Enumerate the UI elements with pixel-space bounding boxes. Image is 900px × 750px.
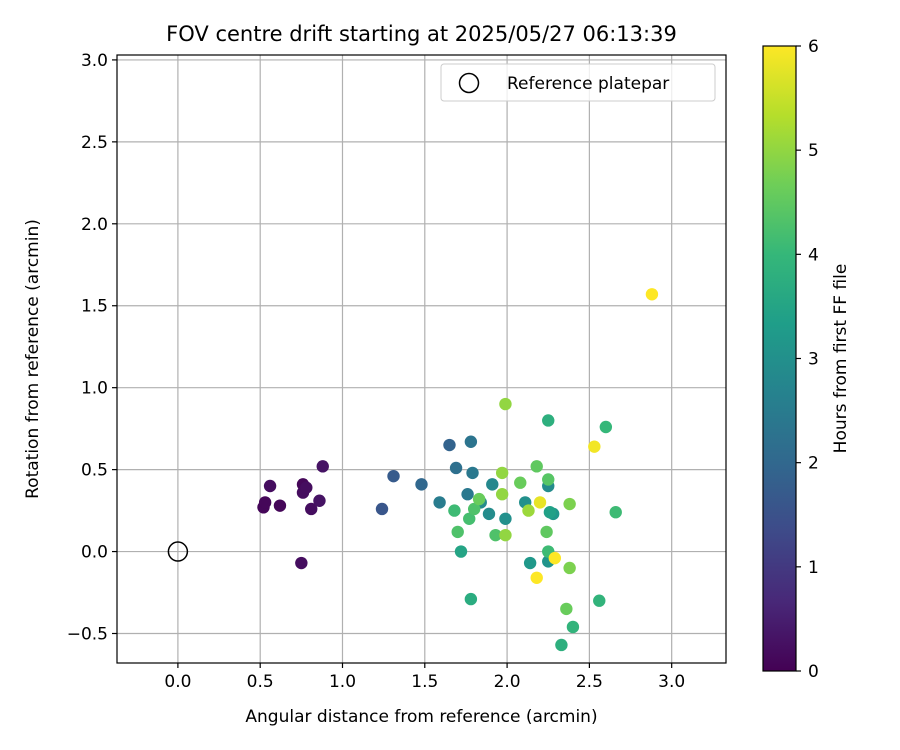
y-tick-label: 1.0: [81, 379, 108, 399]
data-point: [486, 478, 499, 491]
data-point: [472, 492, 486, 506]
data-point: [563, 497, 576, 511]
data-point: [540, 525, 553, 539]
legend: Reference platepar: [440, 63, 716, 102]
data-point: [588, 440, 601, 453]
y-tick-label: 0.0: [81, 543, 108, 563]
reference-layer: [167, 541, 189, 562]
data-point: [461, 488, 474, 501]
data-point: [530, 571, 543, 584]
colorbar-tick-label: 3: [808, 350, 819, 370]
y-tick-label: 3.0: [81, 51, 108, 71]
colorbar: [762, 45, 797, 672]
data-point: [273, 499, 287, 512]
data-point: [375, 502, 389, 516]
data-point: [533, 496, 547, 509]
x-tick-label: 1.0: [329, 672, 356, 692]
x-tick-label: 0.0: [164, 672, 191, 692]
data-point: [499, 512, 512, 525]
data-point: [645, 288, 659, 301]
colorbar-label: Hours from first FF file: [831, 264, 851, 454]
data-point: [454, 545, 468, 558]
data-point: [463, 512, 476, 525]
chart-title: FOV centre drift starting at 2025/05/27 …: [166, 22, 677, 46]
data-point: [466, 466, 479, 480]
data-point: [609, 506, 622, 519]
x-tick-label: 0.5: [247, 672, 274, 692]
plot-frame: [116, 54, 727, 664]
data-point: [555, 638, 568, 652]
x-axis-ticks: 0.0 0.5 1.0 1.5 2.0 2.5 3.0: [164, 663, 685, 692]
data-point: [499, 397, 512, 411]
colorbar-tick-label: 2: [808, 454, 819, 474]
data-point: [313, 494, 326, 507]
x-axis-label: Angular distance from reference (arcmin): [245, 707, 597, 727]
x-tick-label: 3.0: [658, 672, 685, 692]
data-point: [451, 525, 464, 539]
x-tick-label: 2.0: [494, 672, 521, 692]
legend-marker-circle: [458, 72, 480, 94]
colorbar-tick-label: 4: [808, 245, 819, 265]
data-point: [295, 556, 308, 570]
x-tick-label: 2.5: [576, 672, 603, 692]
colorbar-tick-label: 1: [808, 558, 819, 578]
data-point: [415, 478, 428, 491]
data-point: [563, 561, 576, 575]
y-axis-label: Rotation from reference (arcmin): [23, 219, 43, 499]
grid-lines: [117, 55, 726, 663]
data-point: [593, 594, 606, 607]
data-point: [387, 469, 400, 483]
x-tick-label: 1.5: [411, 672, 438, 692]
data-point: [482, 507, 496, 521]
y-tick-label: 2.5: [81, 133, 108, 153]
data-point: [543, 506, 557, 519]
data-point: [464, 435, 478, 448]
data-point: [305, 502, 318, 516]
data-point: [542, 414, 555, 427]
data-point: [542, 473, 555, 486]
reference-platepar-marker: [167, 541, 189, 562]
data-point: [599, 420, 613, 434]
legend-box: [440, 63, 716, 102]
data-point: [449, 461, 463, 475]
data-point: [523, 556, 537, 570]
data-point: [263, 479, 277, 493]
y-axis-ticks: −0.5 0.0 0.5 1.0 1.5 2.0 2.5 3.0: [67, 51, 117, 645]
colorbar-tick-label: 5: [808, 141, 819, 161]
data-point: [443, 438, 456, 452]
data-points: [257, 288, 659, 652]
data-point: [495, 466, 509, 480]
data-point: [448, 504, 461, 517]
data-point: [316, 460, 329, 473]
data-point: [522, 504, 535, 517]
data-point: [499, 528, 512, 542]
data-point: [495, 488, 509, 501]
data-point: [433, 496, 446, 509]
colorbar-tick-label: 6: [808, 37, 819, 57]
y-tick-label: −0.5: [67, 625, 108, 645]
colorbar-ticks: 0 1 2 3 4 5 6: [796, 37, 819, 682]
data-point: [258, 496, 272, 509]
data-point: [300, 481, 313, 494]
y-tick-label: 1.5: [81, 297, 108, 317]
data-point: [566, 620, 580, 634]
colorbar-tick-label: 0: [808, 662, 819, 682]
legend-label: Reference platepar: [507, 74, 669, 94]
data-point: [489, 528, 502, 542]
data-point: [560, 602, 573, 616]
y-tick-label: 0.5: [81, 461, 108, 481]
y-tick-label: 2.0: [81, 215, 108, 235]
data-point: [548, 551, 562, 565]
data-point: [514, 476, 527, 489]
data-point: [467, 502, 481, 516]
data-point: [530, 460, 543, 473]
data-point: [464, 592, 478, 606]
